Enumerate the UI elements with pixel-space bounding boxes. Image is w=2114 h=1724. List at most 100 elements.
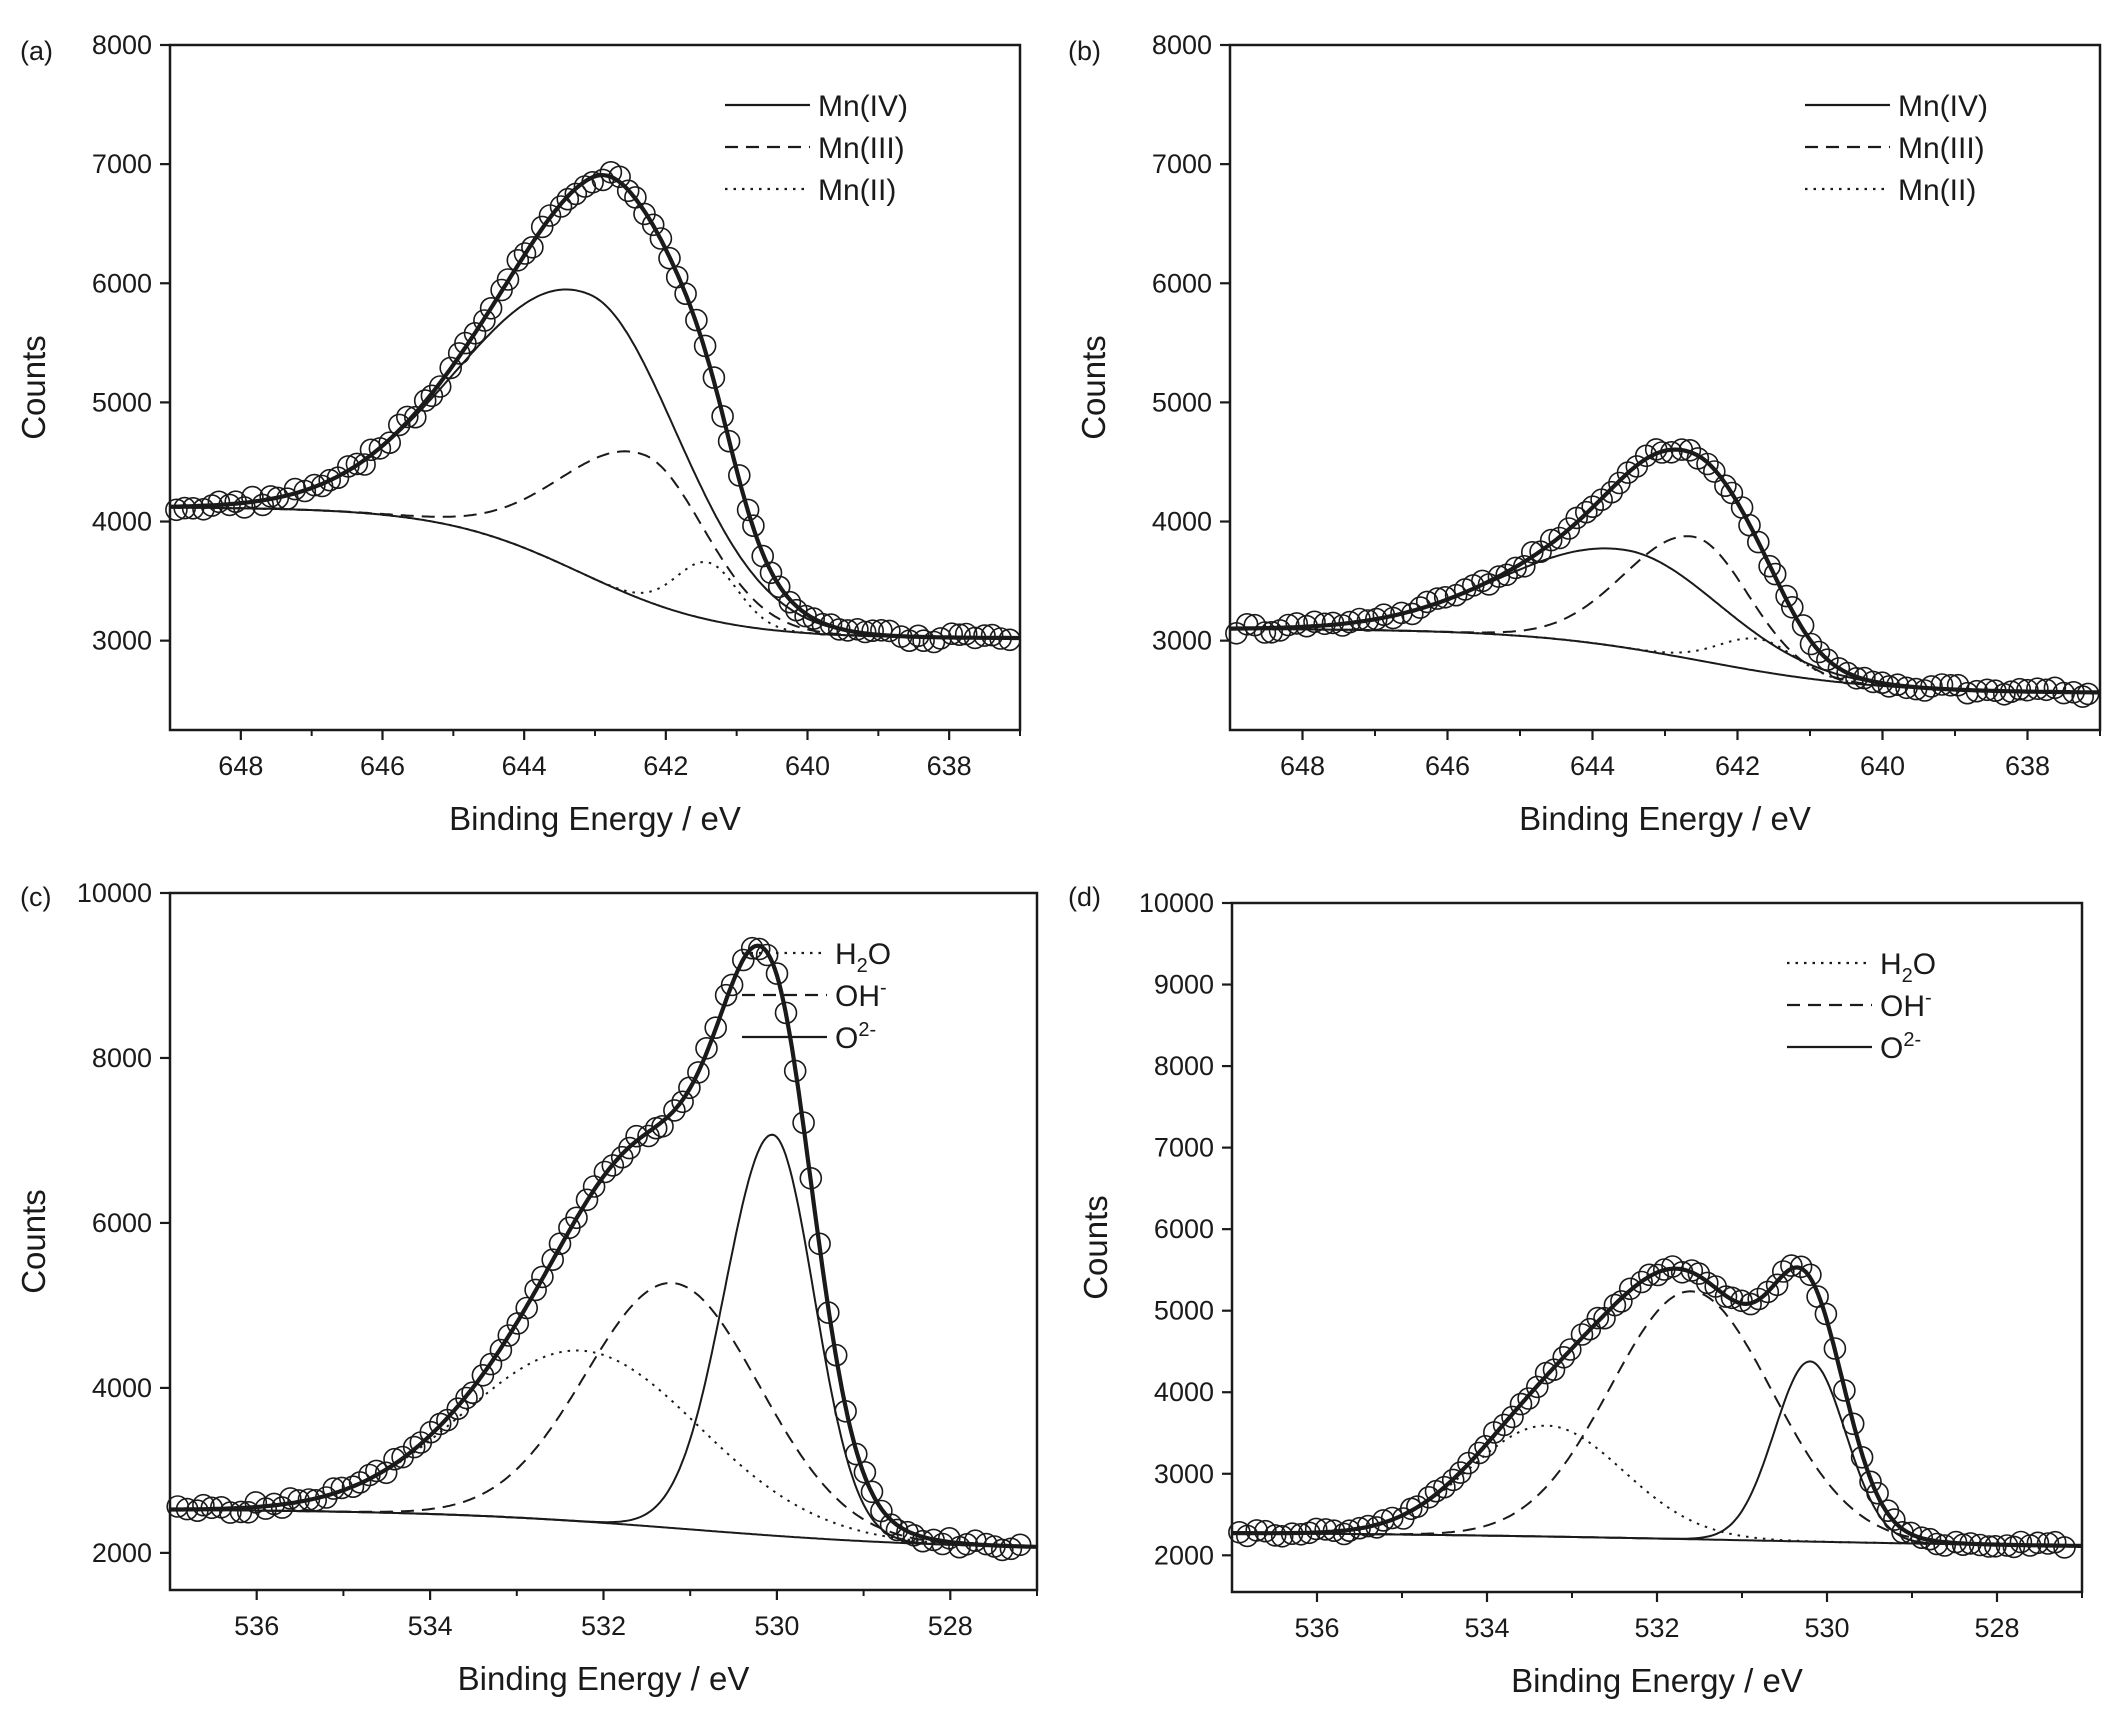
legend-label-text: OH [835,980,880,1013]
data-point [591,168,615,192]
data-point [1618,1277,1642,1301]
data-point [2053,1536,2076,1559]
data-point [651,1115,674,1138]
y-tick-label: 6000 [92,268,152,298]
data-point [297,1488,321,1511]
data-point [911,1529,935,1553]
y-tick-label: 6000 [1152,268,1212,298]
data-point [1780,1254,1803,1277]
data-point [1509,1392,1533,1416]
x-axis-title: Binding Energy / eV [458,1660,750,1697]
data-point [824,1343,848,1367]
y-tick-label: 3000 [1154,1459,1214,1489]
data-point [207,490,231,514]
data-point [704,1016,728,1039]
data-point [593,1160,617,1184]
data-point [259,485,283,508]
data-point [336,455,360,478]
legend-label-text: Mn(IV) [1898,90,1988,123]
data-point [428,375,452,398]
data-point [1765,1273,1789,1297]
data-point [940,622,964,646]
data-point [1277,613,1300,637]
x-tick-label: 648 [1280,751,1325,781]
data-point [530,215,554,239]
data-point [879,1513,903,1536]
x-tick-label: 640 [785,751,830,781]
y-tick-label: 8000 [92,30,152,60]
data-point [565,1206,588,1230]
legend-label: OH- [835,977,887,1013]
legend-label: Mn(IV) [818,90,908,123]
y-axis-title: Counts [1077,1195,1114,1300]
data-point [365,1459,388,1483]
data-point [853,1461,877,1484]
y-tick-label: 5000 [92,387,152,417]
data-point [799,1167,823,1190]
data-point [1303,610,1326,634]
data-point [601,1154,625,1177]
legend-label: Mn(II) [1898,174,1976,207]
data-point [610,1145,634,1169]
legend-label-superscript: - [880,977,887,999]
x-tick-label: 648 [218,751,263,781]
x-tick-label: 640 [1860,751,1905,781]
data-point [473,309,496,332]
data-point [515,1296,539,1320]
data-point [1799,632,1823,656]
data-point [687,1061,710,1084]
data-point [1254,1519,1277,1543]
baseline-line [170,506,1020,639]
data-point [1338,1519,1361,1542]
data-point [1995,1534,2019,1557]
data-point [1877,675,1901,698]
data-point [200,494,224,517]
data-point [836,619,860,642]
data-point [513,242,537,265]
panel-d: 536 534 532 530 528 2000 3000 4000 5000 6000 7000 8… [1068,882,2084,1699]
legend-label: Mn(IV) [1898,90,1988,123]
data-point [1433,585,1457,609]
data-point [387,413,411,437]
data-point [1687,1262,1711,1285]
x-tick-label: 646 [1425,751,1470,781]
data-point [330,1476,354,1500]
data-point [618,1136,641,1160]
x-tick-label: 638 [2005,751,2050,781]
data-point [1338,610,1361,634]
data-point [278,1487,302,1510]
legend-label: Mn(II) [818,174,896,207]
data-point [496,268,520,291]
data-point [175,1497,199,1521]
legend-label-subscript: 2 [857,955,868,977]
data-point [524,1278,547,1302]
y-tick-label: 7000 [1154,1133,1214,1163]
data-point [2052,681,2075,705]
data-point [658,246,681,270]
x-tick-label: 534 [1464,1613,1509,1643]
data-point [844,1442,868,1466]
legend-label-subscript: 2 [1902,965,1913,987]
data-point [1870,671,1894,695]
x-axis-title: Binding Energy / eV [1511,1662,1803,1699]
data-point [663,1099,686,1122]
data-point [1260,620,1283,644]
data-point [974,1532,998,1556]
data-point [1984,679,2007,703]
data-point [711,404,734,428]
y-tick-label: 5000 [1154,1296,1214,1326]
data-point [1492,1413,1516,1437]
plot-frame [1230,901,2084,1594]
y-tick-label: 7000 [92,149,152,179]
data-point [717,429,741,453]
data-point [1646,1263,1670,1287]
legend-label: H2O [1880,948,1936,987]
data-point [1365,607,1388,631]
panel-label: (b) [1068,36,1101,66]
data-point [2026,677,2049,701]
data-point [173,496,196,520]
legend-label-superscript: - [1925,987,1932,1009]
y-axis-title: Counts [15,1189,52,1294]
data-point [1703,460,1726,483]
data-point [1356,1514,1380,1538]
